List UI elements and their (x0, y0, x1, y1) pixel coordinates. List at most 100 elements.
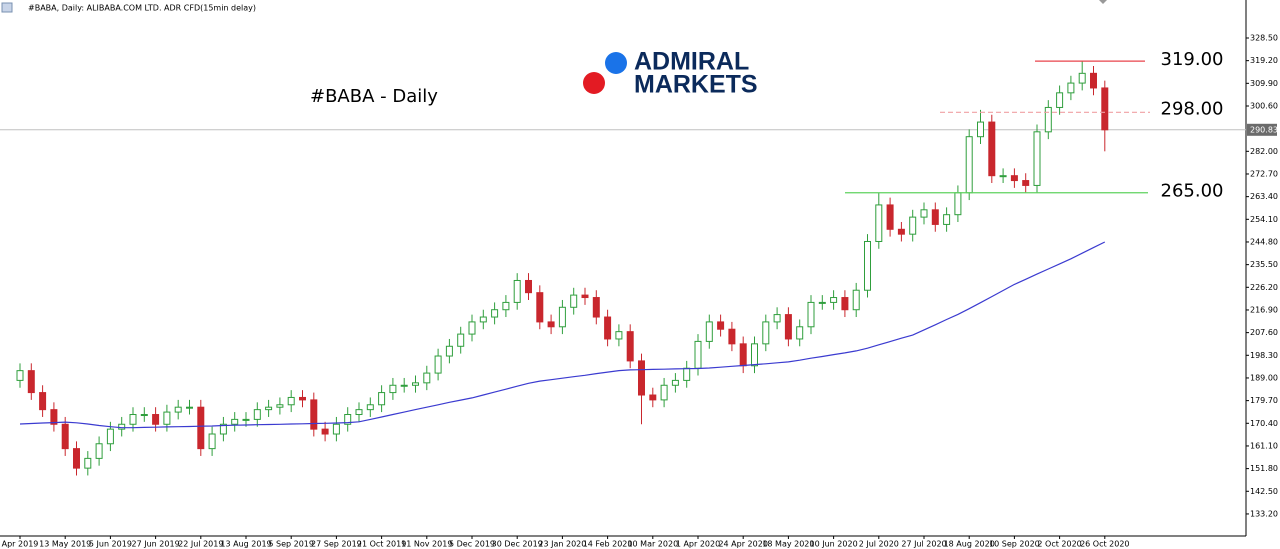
candle-body (536, 292, 544, 323)
candle-body (570, 294, 578, 308)
logo-dot (605, 52, 627, 74)
candle-body (95, 443, 103, 459)
candle-body (39, 392, 47, 411)
candle-body (581, 294, 589, 299)
symbol-icon (1, 2, 13, 13)
candle-body (321, 428, 329, 435)
x-tick-label: 14 Feb 2020 (583, 540, 633, 549)
candle-body (705, 321, 713, 342)
candle-body (389, 384, 397, 394)
candle-body (875, 204, 883, 242)
candle-body (479, 316, 487, 323)
candle-body (728, 328, 736, 345)
x-tick-label: Apr 2019 (2, 540, 39, 549)
last-price-box (1247, 123, 1277, 136)
candle-body (830, 297, 838, 303)
candle-body (525, 279, 532, 294)
candle-body (310, 399, 318, 430)
candle-body (16, 370, 24, 381)
y-tick-label: 179.70 (1250, 396, 1278, 405)
logo-text: MARKETS (634, 71, 758, 99)
x-tick-label: 10 Sep 2020 (989, 540, 1040, 549)
candle-body (841, 297, 849, 311)
y-tick-label: 272.70 (1250, 169, 1278, 178)
x-tick-label: 21 Oct 2019 (357, 540, 406, 549)
candle-body (50, 409, 58, 425)
candle-body (694, 340, 702, 369)
x-tick-label: 13 May 2019 (39, 540, 91, 549)
candle-body (943, 214, 951, 225)
x-tick-label: 23 Jan 2020 (538, 540, 586, 549)
y-tick-label: 263.40 (1250, 192, 1278, 201)
candle-body (276, 404, 284, 408)
candle-body (502, 301, 510, 311)
y-tick-label: 133.20 (1250, 509, 1278, 518)
candle-body (671, 379, 679, 386)
candle-body (265, 406, 273, 411)
y-tick-label: 244.80 (1250, 237, 1278, 246)
last-price-label: 290.83 (1250, 125, 1278, 134)
candle-body (852, 289, 860, 311)
x-tick-label: 13 Aug 2019 (220, 540, 271, 549)
candle-body (773, 314, 781, 323)
candle-body (1101, 87, 1109, 131)
candle-body (965, 136, 973, 194)
x-tick-label: 11 Nov 2019 (401, 540, 452, 549)
logo-text: ADMIRAL (634, 48, 749, 76)
candle-body (61, 423, 69, 450)
candle-body (999, 175, 1007, 178)
x-tick-label: 27 Jul 2020 (901, 540, 946, 549)
y-tick-label: 151.80 (1250, 464, 1278, 473)
candle-body (434, 355, 442, 374)
candle-body (332, 423, 340, 435)
candle-body (626, 331, 634, 362)
candle-body (796, 326, 804, 340)
candle-body (287, 396, 295, 406)
candle-body (807, 301, 815, 328)
x-tick-label: 22 Jul 2019 (178, 540, 223, 549)
y-tick-label: 319.20 (1250, 56, 1278, 65)
candle-body (186, 406, 193, 409)
y-tick-label: 300.60 (1250, 101, 1278, 110)
candle-body (739, 343, 747, 367)
candle-body (163, 411, 171, 425)
candle-body (818, 301, 826, 304)
candle-body (1044, 106, 1052, 133)
candle-body (355, 409, 363, 416)
candle-body (174, 406, 182, 413)
candle-body (649, 394, 657, 401)
candle-body (864, 240, 871, 291)
x-tick-label: 24 Apr 2020 (718, 540, 767, 549)
candle-body (129, 414, 137, 425)
y-tick-label: 161.10 (1250, 441, 1278, 450)
y-tick-label: 198.30 (1250, 351, 1278, 360)
candle-body (208, 433, 216, 450)
candle-body (468, 321, 476, 335)
candle-body (400, 384, 408, 387)
candle-body (445, 345, 453, 357)
logo-dot (583, 72, 605, 94)
candle-body (366, 404, 374, 411)
y-tick-label: 282.00 (1250, 147, 1278, 156)
candle-body (897, 228, 905, 235)
candle-body (1056, 92, 1064, 108)
candle-body (118, 423, 126, 430)
y-tick-label: 170.40 (1250, 419, 1278, 428)
x-tick-label: 27 Sep 2019 (311, 540, 362, 549)
candle-body (1033, 131, 1041, 186)
chart-header: #BABA, Daily: ALIBABA.COM LTD. ADR CFD(1… (28, 4, 256, 13)
candle-body (909, 216, 917, 235)
candle-body (638, 360, 645, 396)
candle-body (1078, 72, 1086, 84)
candle-body (344, 414, 352, 425)
y-tick-label: 235.50 (1250, 260, 1278, 269)
x-tick-label: 10 Mar 2020 (627, 540, 678, 549)
candle-body (219, 423, 227, 435)
candle-body (920, 209, 928, 218)
candle-body (457, 333, 465, 347)
x-tick-label: 30 Dec 2019 (492, 540, 543, 549)
y-tick-label: 328.50 (1250, 33, 1278, 42)
candle-body (558, 306, 566, 328)
